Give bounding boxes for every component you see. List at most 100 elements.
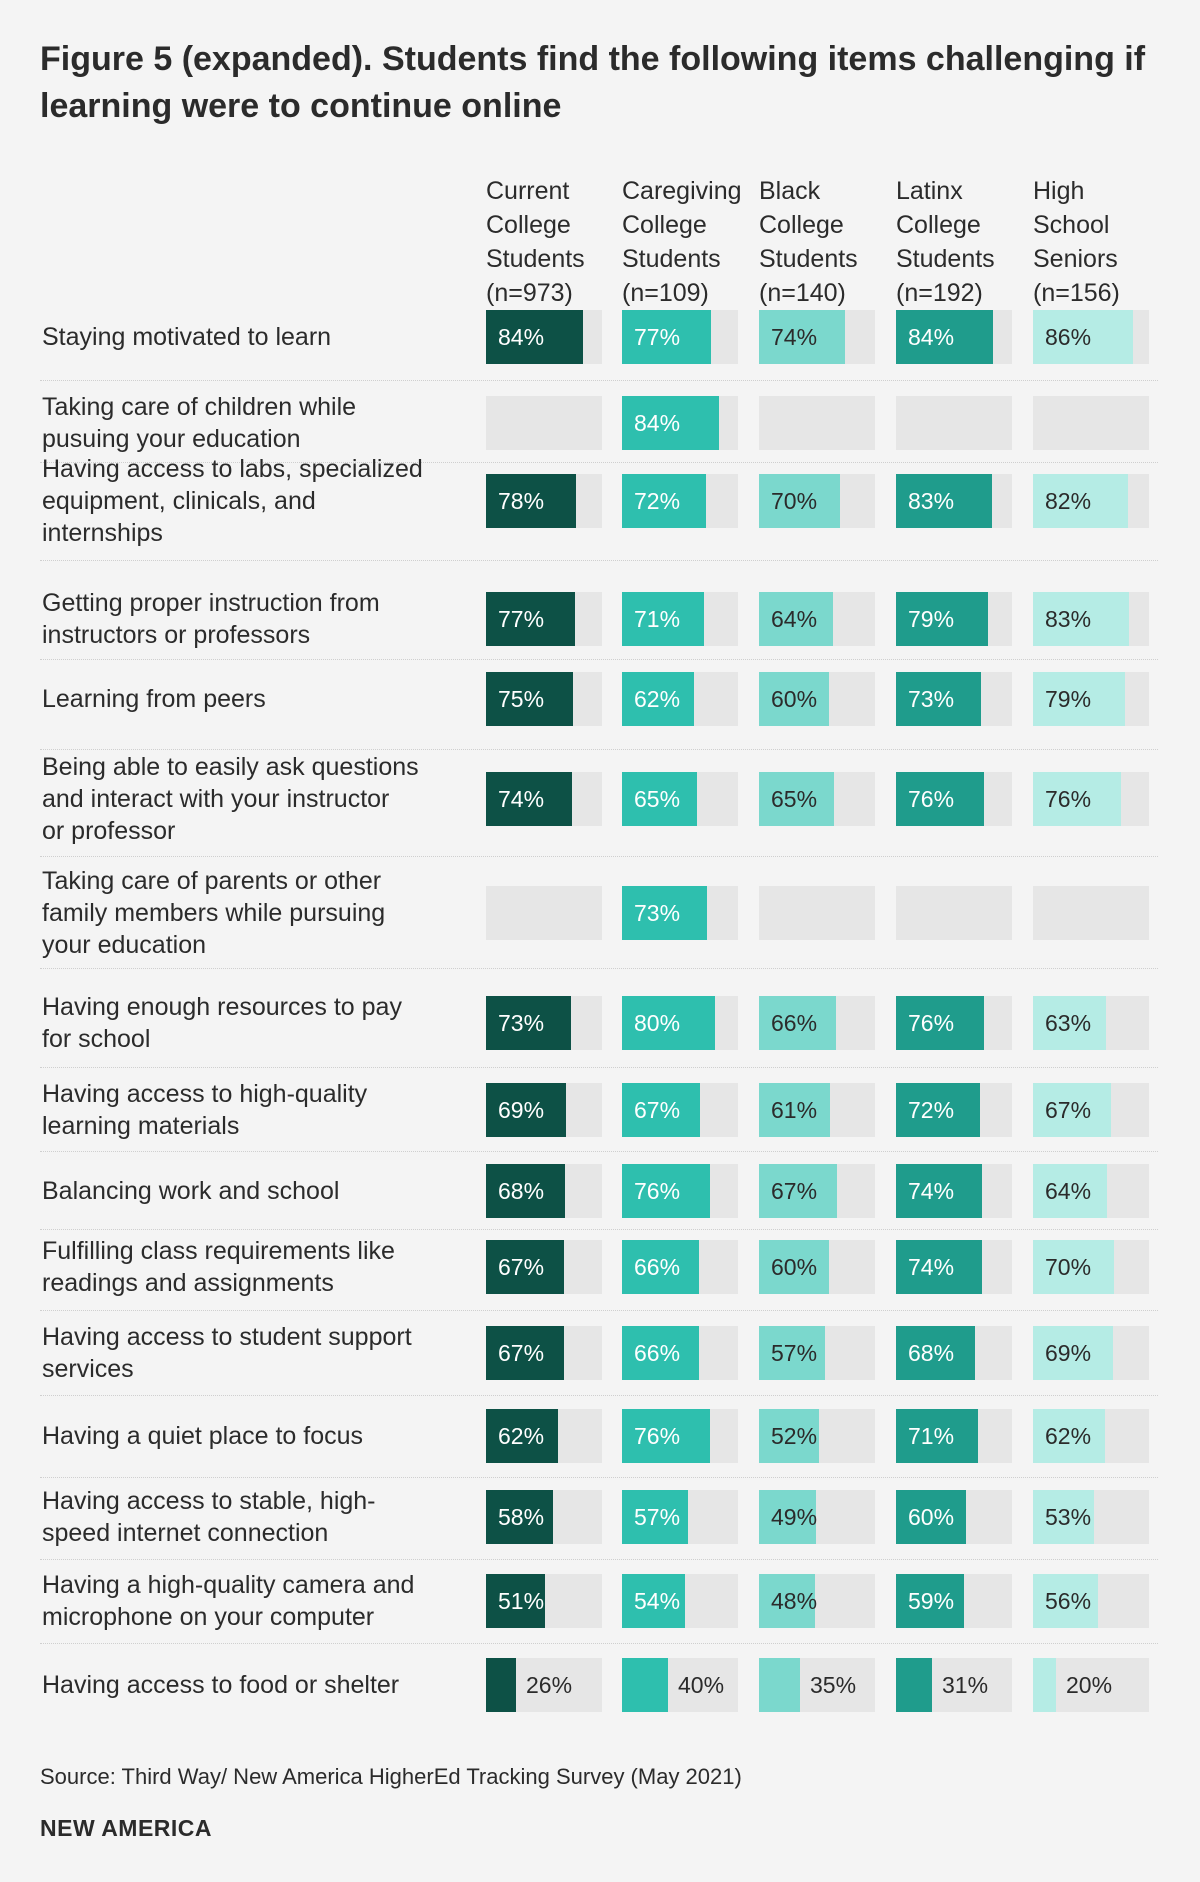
bar-track [486,396,602,450]
data-bar [759,1490,816,1544]
row-label-line: Staying motivated to learn [42,323,332,351]
bar-track [1033,886,1149,940]
data-label: 54% [634,1588,681,1614]
data-bar [896,996,984,1050]
data-label: 78% [498,488,545,514]
data-label: 64% [1045,1178,1092,1204]
data-label: 65% [771,786,818,812]
data-bar [622,996,715,1050]
data-label: 53% [1045,1504,1092,1530]
data-bar [896,1658,932,1712]
bar-track: 74% [486,772,602,826]
bar-track: 59% [896,1574,1012,1628]
data-bar [759,1164,837,1218]
data-label: 67% [1045,1097,1092,1123]
bar-track [759,396,875,450]
bar-track: 74% [759,310,875,364]
data-label: 31% [942,1672,989,1698]
bar-track: 53% [1033,1490,1149,1544]
row-label: Getting proper instruction from instructo… [42,587,482,651]
bar-track: 67% [622,1083,738,1137]
bar-track: 70% [1033,1240,1149,1294]
row-label-line: Having a quiet place to focus [42,1422,364,1450]
row-label: Balancing work and school [42,1175,482,1207]
data-bar [486,1240,564,1294]
data-label: 57% [634,1504,681,1530]
data-label: 63% [1045,1010,1092,1036]
data-bar [486,672,573,726]
data-bar [486,1490,553,1544]
data-bar [486,474,576,528]
data-bar [622,672,694,726]
bar-track: 31% [896,1658,1012,1712]
data-label: 61% [771,1097,818,1123]
data-label: 73% [634,900,681,926]
data-label: 74% [771,324,818,350]
row-label: Learning from peers [42,683,482,715]
row-divider [40,1067,1158,1068]
data-bar [896,1164,982,1218]
data-bar [896,1326,975,1380]
bar-track [486,886,602,940]
row-label-line: for school [42,1025,151,1053]
row-label: Taking care of parents or other family me… [42,865,482,961]
data-label: 74% [908,1178,955,1204]
bar-track: 82% [1033,474,1149,528]
data-bar [622,1083,700,1137]
data-label: 68% [908,1340,955,1366]
data-label: 26% [526,1672,573,1698]
bar-track: 49% [759,1490,875,1544]
row-label: Having access to high-quality learning ma… [42,1078,482,1142]
bar-track: 68% [896,1326,1012,1380]
data-bar [759,996,836,1050]
row-label-line: Having enough resources to pay [42,993,402,1021]
data-bar [1033,996,1106,1050]
bar-track: 62% [622,672,738,726]
data-bar [1033,1658,1056,1712]
data-label: 66% [771,1010,818,1036]
bar-track: 26% [486,1658,602,1712]
bar-track: 77% [622,310,738,364]
row-label-line: Having a high-quality camera and [42,1571,415,1599]
data-bar [486,1326,564,1380]
data-bar [896,1083,980,1137]
bar-track: 76% [622,1409,738,1463]
data-bar [759,1083,830,1137]
data-bar [622,310,711,364]
row-label-line: Learning from peers [42,685,266,713]
data-label: 71% [634,606,681,632]
bar-track: 77% [486,592,602,646]
bar-track: 52% [759,1409,875,1463]
data-label: 60% [771,686,818,712]
data-label: 70% [1045,1254,1092,1280]
data-bar [622,1409,710,1463]
bar-track: 83% [1033,592,1149,646]
bar-track: 79% [1033,672,1149,726]
data-label: 84% [908,324,955,350]
column-header: Caregiving College Students (n=109) [622,177,742,307]
data-label: 86% [1045,324,1092,350]
bar-track: 54% [622,1574,738,1628]
data-label: 76% [908,786,955,812]
row-label-line: microphone on your computer [42,1603,375,1631]
data-bar [486,1658,516,1712]
row-label-line: Being able to easily ask questions [42,753,419,781]
column-header: Black College Students (n=140) [759,177,858,307]
bar-track: 64% [759,592,875,646]
data-bar [622,1240,699,1294]
bar-track: 67% [1033,1083,1149,1137]
data-label: 69% [1045,1340,1092,1366]
data-bar [896,772,984,826]
bar-track: 76% [622,1164,738,1218]
row-label: Having access to food or shelter [42,1669,482,1701]
row-divider [40,856,1158,857]
data-label: 68% [498,1178,545,1204]
bar-track: 73% [622,886,738,940]
bar-track [759,886,875,940]
data-bar [486,1164,565,1218]
bar-track: 62% [1033,1409,1149,1463]
row-label-line: Having access to high-quality [42,1080,368,1108]
bar-track: 78% [486,474,602,528]
bar-track: 66% [622,1326,738,1380]
data-label: 40% [678,1672,725,1698]
